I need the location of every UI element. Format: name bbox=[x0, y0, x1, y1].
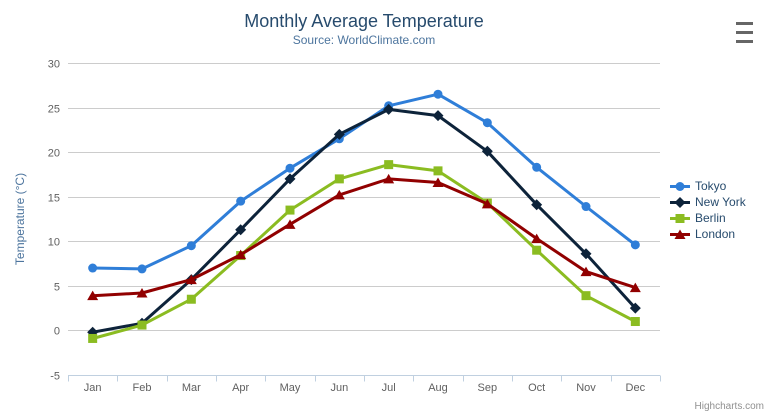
x-axis-label: Jun bbox=[330, 382, 348, 394]
legend-item-label: Berlin bbox=[695, 211, 726, 225]
legend-item-label: Tokyo bbox=[695, 179, 727, 193]
x-axis-label: Jul bbox=[382, 382, 396, 394]
triangle-marker-icon bbox=[674, 229, 686, 239]
data-point-new-york[interactable] bbox=[333, 128, 345, 140]
data-point-london[interactable] bbox=[136, 287, 148, 298]
data-point-tokyo[interactable] bbox=[532, 162, 542, 172]
data-point-berlin[interactable] bbox=[285, 205, 295, 215]
hamburger-icon bbox=[736, 31, 753, 34]
x-axis-label: Jan bbox=[84, 382, 102, 394]
data-point-new-york[interactable] bbox=[284, 173, 296, 185]
data-point-tokyo[interactable] bbox=[186, 241, 196, 251]
y-axis-label: -5 bbox=[50, 371, 60, 383]
data-point-tokyo[interactable] bbox=[285, 163, 295, 173]
y-axis-label: 25 bbox=[48, 104, 60, 116]
data-point-berlin[interactable] bbox=[630, 317, 640, 327]
x-axis-label: Apr bbox=[232, 382, 249, 394]
data-point-london[interactable] bbox=[333, 189, 345, 200]
credits-link[interactable]: Highcharts.com bbox=[694, 401, 764, 412]
data-point-new-york[interactable] bbox=[235, 224, 247, 236]
y-axis-label: 30 bbox=[48, 59, 60, 71]
y-axis-label: 0 bbox=[54, 326, 60, 338]
data-point-london[interactable] bbox=[284, 219, 296, 229]
data-point-london[interactable] bbox=[432, 177, 444, 187]
diamond-marker-icon bbox=[674, 196, 686, 208]
data-point-berlin[interactable] bbox=[532, 245, 542, 255]
data-point-london[interactable] bbox=[383, 173, 395, 184]
data-point-tokyo[interactable] bbox=[433, 89, 443, 99]
x-axis-label: Nov bbox=[576, 382, 596, 394]
data-point-london[interactable] bbox=[87, 290, 99, 301]
series-line-new-york[interactable] bbox=[91, 107, 637, 334]
data-point-tokyo[interactable] bbox=[137, 264, 147, 274]
data-point-new-york[interactable] bbox=[531, 199, 543, 211]
data-point-london[interactable] bbox=[235, 249, 247, 260]
data-point-tokyo[interactable] bbox=[88, 263, 98, 273]
square-marker-icon bbox=[670, 213, 690, 223]
data-point-new-york[interactable] bbox=[481, 145, 493, 157]
data-point-tokyo[interactable] bbox=[236, 196, 246, 206]
x-axis-label: Feb bbox=[133, 382, 152, 394]
chart-subtitle: Source: WorldClimate.com bbox=[292, 33, 436, 47]
circle-marker-icon bbox=[675, 181, 685, 191]
y-axis-title: Temperature (°C) bbox=[13, 173, 27, 265]
data-point-berlin[interactable] bbox=[88, 333, 98, 343]
series-line-berlin[interactable] bbox=[91, 163, 637, 340]
circle-marker-icon bbox=[670, 181, 690, 191]
x-axis-label: Sep bbox=[478, 382, 498, 394]
triangle-marker-icon bbox=[670, 229, 690, 239]
data-point-berlin[interactable] bbox=[137, 320, 147, 330]
page-title: Monthly Average Temperature bbox=[244, 11, 484, 31]
data-point-london[interactable] bbox=[629, 282, 641, 293]
y-axis-label: 5 bbox=[54, 282, 60, 294]
data-point-new-york[interactable] bbox=[629, 302, 641, 314]
diamond-marker-icon bbox=[670, 196, 690, 208]
x-axis-label: Oct bbox=[528, 382, 545, 394]
data-point-new-york[interactable] bbox=[383, 103, 395, 115]
x-axis-label: Aug bbox=[428, 382, 448, 394]
legend-item-berlin[interactable]: Berlin bbox=[669, 210, 746, 226]
data-point-berlin[interactable] bbox=[384, 160, 394, 170]
series-line-london[interactable] bbox=[91, 177, 637, 298]
data-point-london[interactable] bbox=[481, 198, 493, 209]
hamburger-icon bbox=[736, 22, 753, 25]
square-marker-icon bbox=[675, 213, 685, 223]
export-menu-button[interactable] bbox=[736, 22, 753, 43]
data-point-new-york[interactable] bbox=[432, 110, 444, 122]
data-point-berlin[interactable] bbox=[186, 294, 196, 304]
legend: Tokyo New York Berlin London bbox=[669, 178, 746, 242]
x-axis-label: Dec bbox=[626, 382, 646, 394]
x-axis-label: Mar bbox=[182, 382, 201, 394]
data-point-london[interactable] bbox=[531, 233, 543, 244]
hamburger-icon bbox=[736, 40, 753, 43]
data-point-london[interactable] bbox=[580, 266, 592, 277]
data-point-tokyo[interactable] bbox=[581, 202, 591, 212]
y-axis-label: 10 bbox=[48, 237, 60, 249]
data-point-berlin[interactable] bbox=[334, 174, 344, 184]
data-point-tokyo[interactable] bbox=[482, 118, 492, 128]
legend-item-label: London bbox=[695, 227, 736, 241]
legend-item-london[interactable]: London bbox=[669, 226, 746, 242]
legend-item-new-york[interactable]: New York bbox=[669, 194, 746, 210]
legend-item-tokyo[interactable]: Tokyo bbox=[669, 178, 746, 194]
y-axis-label: 20 bbox=[48, 148, 60, 160]
data-point-berlin[interactable] bbox=[581, 291, 591, 301]
x-axis-label: May bbox=[280, 382, 301, 394]
data-point-tokyo[interactable] bbox=[630, 240, 640, 250]
data-point-berlin[interactable] bbox=[433, 166, 443, 176]
data-point-new-york[interactable] bbox=[580, 248, 592, 260]
legend-item-label: New York bbox=[695, 195, 746, 209]
data-point-london[interactable] bbox=[185, 274, 197, 285]
y-axis-label: 15 bbox=[48, 193, 60, 205]
